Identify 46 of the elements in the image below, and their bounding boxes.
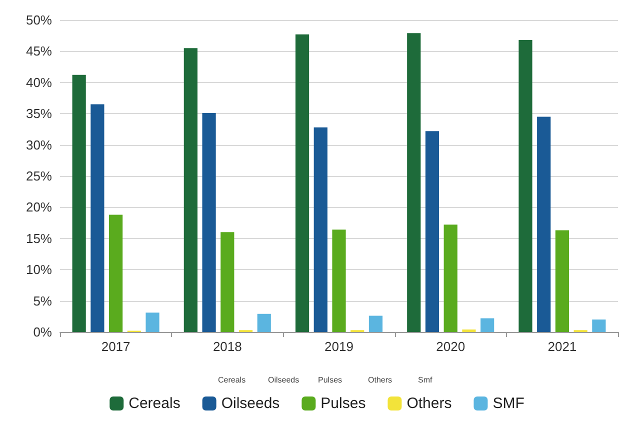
y-tick-label: 30% [26, 137, 52, 152]
bar [72, 74, 86, 332]
text: Cereals [218, 376, 246, 384]
y-tick-label: 20% [26, 200, 52, 215]
x-tick-label: 2019 [324, 339, 354, 354]
bar [146, 312, 160, 332]
bar [202, 112, 216, 332]
bar [220, 232, 234, 332]
bar [444, 224, 458, 332]
bar [332, 230, 346, 332]
bar [109, 214, 123, 332]
bar [368, 316, 383, 332]
text: Others [368, 376, 392, 384]
bar [480, 318, 494, 332]
x-tick-label: 2017 [101, 339, 130, 354]
bar [518, 40, 532, 332]
y-tick-label: 40% [26, 74, 52, 90]
bar [555, 230, 569, 332]
bar [537, 116, 551, 332]
text: Oilseeds [268, 376, 300, 384]
text: Pulses [318, 376, 342, 384]
bar [407, 33, 421, 332]
bar [592, 320, 606, 332]
y-tick-label: 50% [26, 12, 52, 28]
bar [314, 127, 328, 332]
x-tick-label: 2020 [436, 339, 466, 354]
legend-label: Others [406, 395, 452, 412]
y-tick-label: 15% [26, 230, 52, 246]
bar [295, 34, 310, 332]
bar [425, 131, 440, 332]
x-tick-label: 2021 [548, 339, 577, 354]
y-tick-label: 25% [26, 168, 52, 184]
y-tick-label: 0% [33, 324, 52, 340]
legend-label: Oilseeds [221, 395, 280, 412]
legend-label: SMF [492, 395, 524, 412]
y-tick-label: 35% [26, 106, 52, 122]
legend-label: Cereals [128, 395, 180, 412]
y-tick-label: 10% [26, 262, 52, 278]
bar [184, 48, 198, 332]
legend-label: Pulses [320, 395, 366, 412]
y-tick-label: 5% [33, 293, 52, 308]
text: Smf [418, 376, 433, 384]
x-tick-label: 2018 [212, 339, 242, 354]
bar [257, 314, 271, 332]
y-tick-label: 45% [26, 44, 52, 59]
bar [90, 104, 104, 332]
